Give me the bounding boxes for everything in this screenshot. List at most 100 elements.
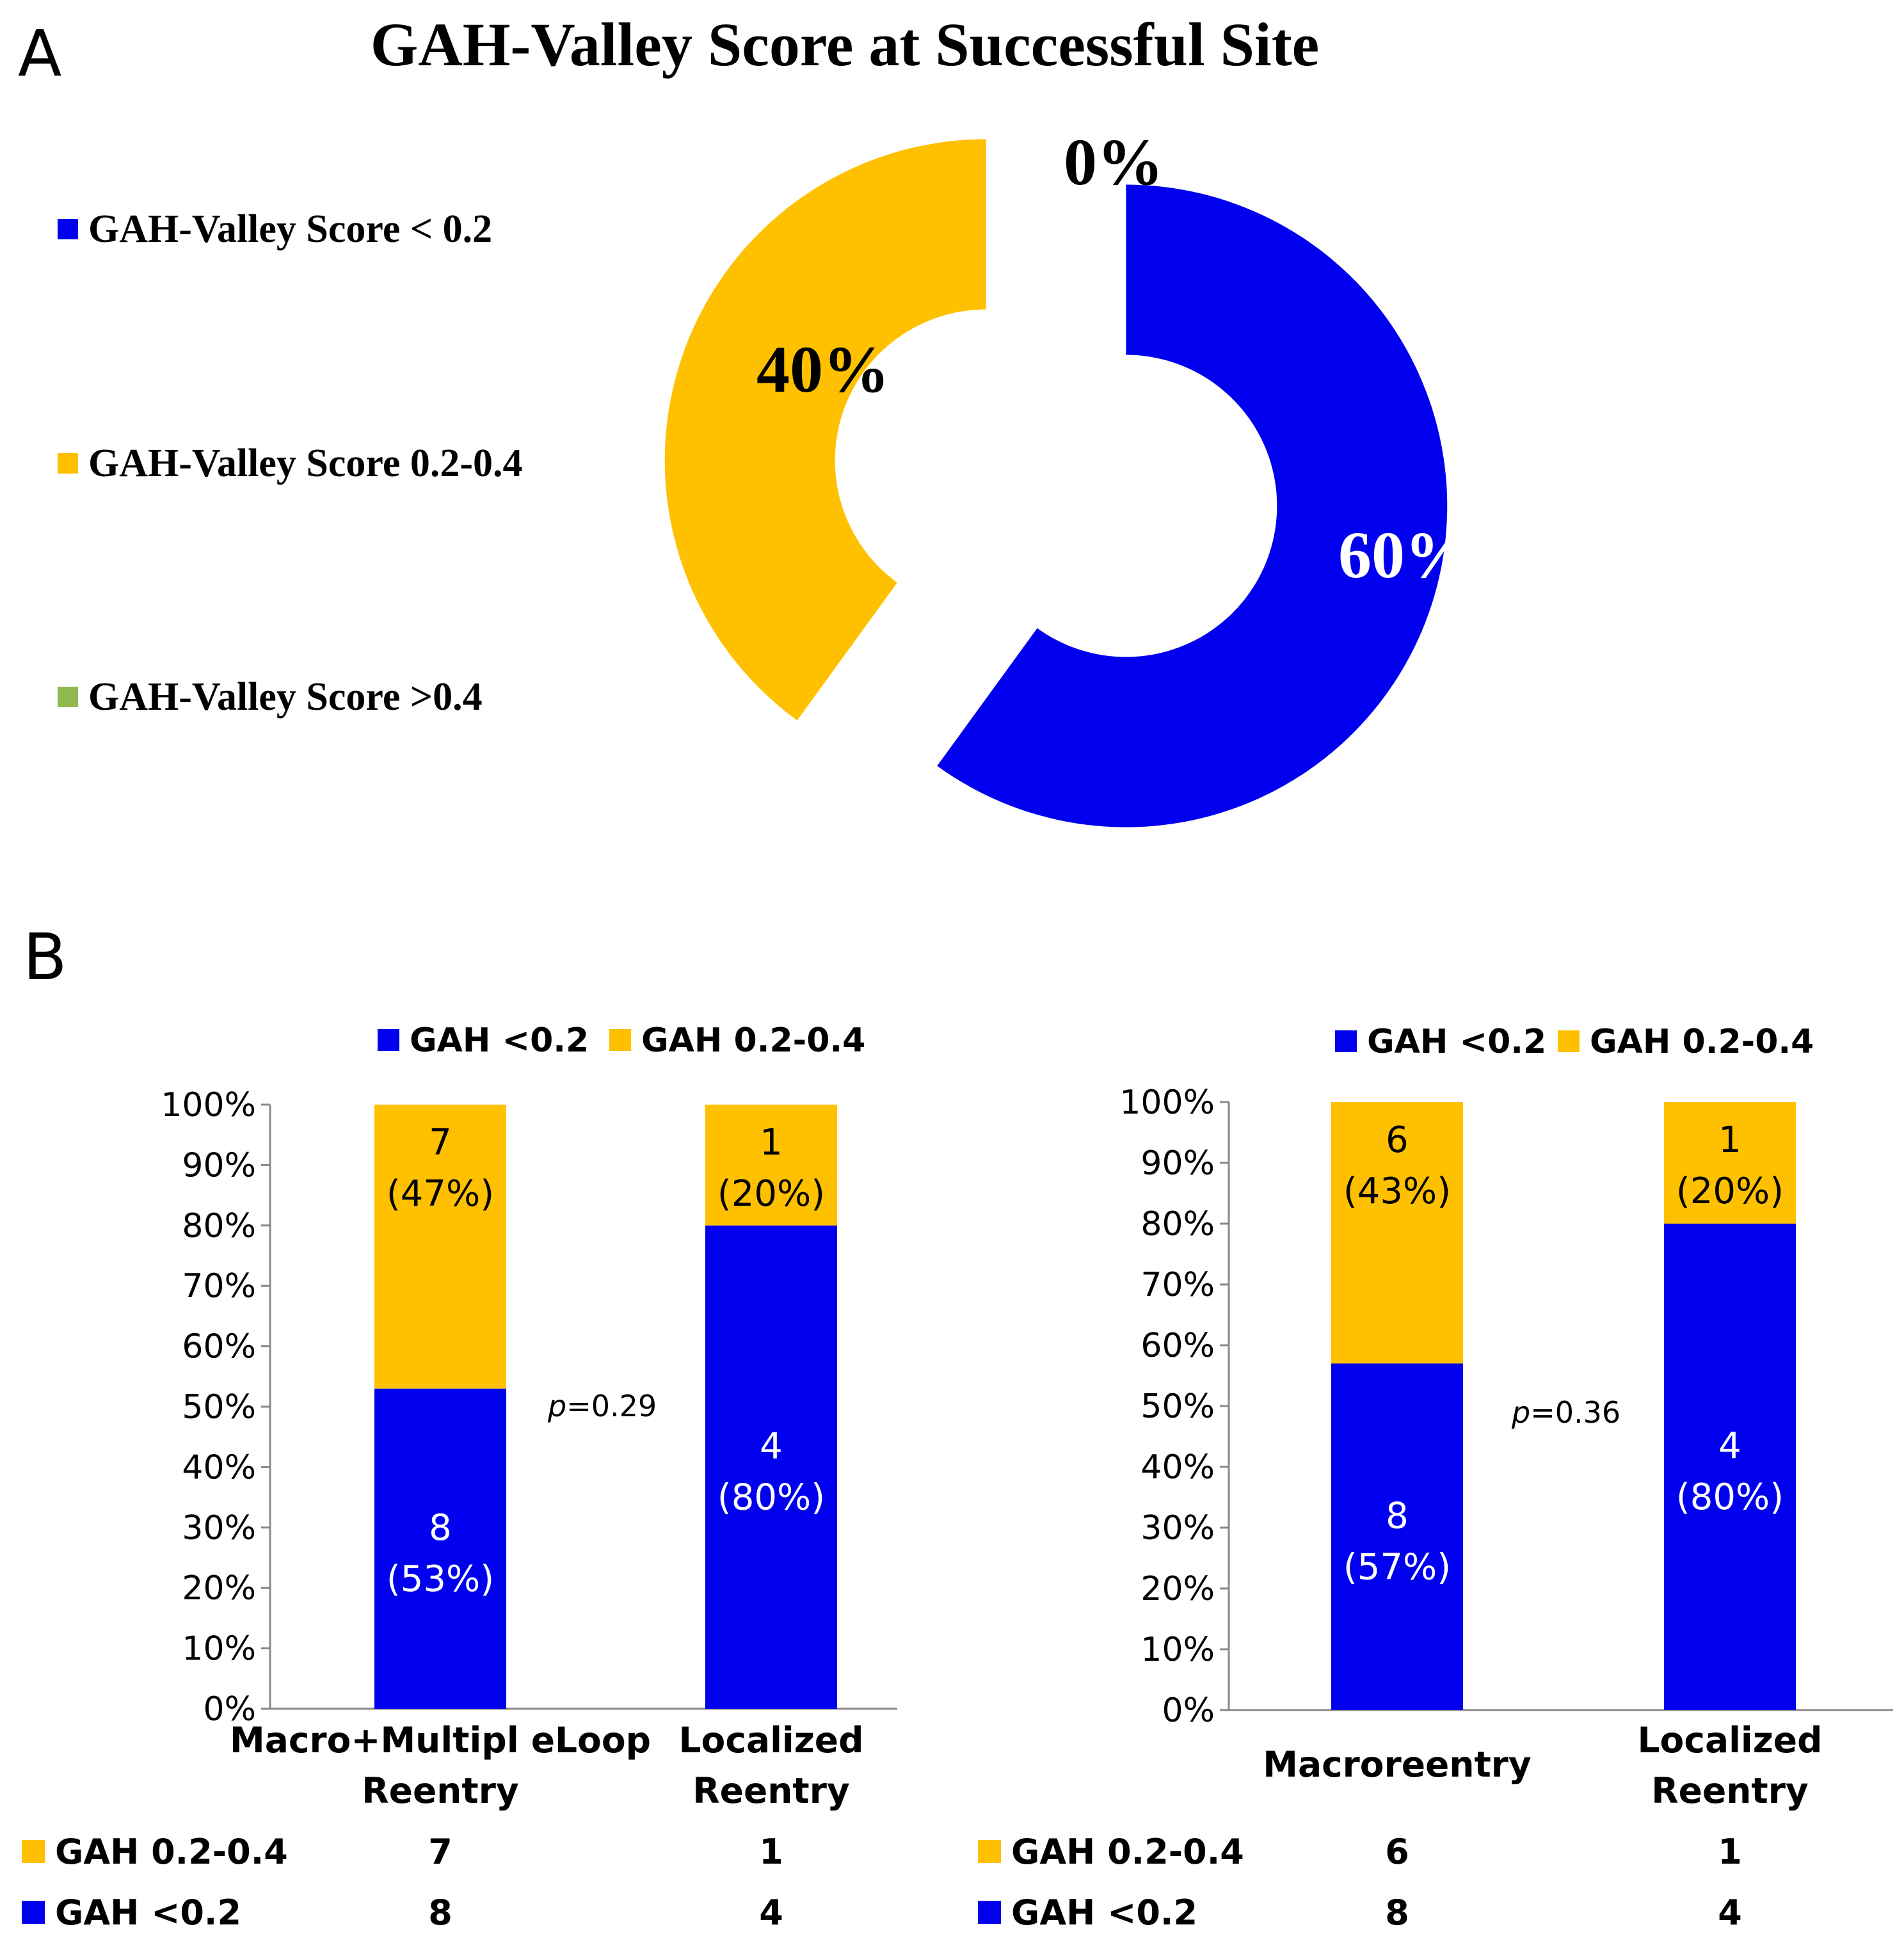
table-swatch-low: [978, 1901, 1001, 1924]
bar-segment-gah-mid: [705, 1105, 837, 1226]
bar-chart-right: GAH <0.2 GAH 0.2-0.4 0%10%20%30%40%50%60…: [978, 1023, 1893, 1933]
bar-label-low-percent: (53%): [387, 1558, 494, 1600]
bar-segment-gah-low: [1664, 1224, 1796, 1710]
panel-letter-a: A: [18, 16, 61, 91]
category-label-right-0: Macroreentry: [1263, 1744, 1532, 1785]
table-cell: 6: [1385, 1832, 1409, 1872]
bars-right: 8 (57%) 6 (43%) 4 (80%) 1 (20%): [1331, 1102, 1796, 1710]
donut-legend-item-high: GAH-Valley Score >0.4: [58, 675, 483, 719]
bar-label-low-percent: (80%): [1676, 1476, 1784, 1518]
y-tick-group: 0% 10% 20% 30% 40% 50% 60% 70% 80% 90% 100%: [1119, 1083, 1229, 1730]
y-tick-label: 80%: [182, 1207, 256, 1245]
bar-label-low-count: 4: [760, 1425, 783, 1467]
pvalue-annotation-right: p=0.36: [1511, 1395, 1620, 1430]
table-row-label: GAH 0.2-0.4: [1011, 1832, 1244, 1872]
panel-b: B GAH <0.2 GAH 0.2-0.4 0%10%20%30%40%50%…: [22, 920, 1893, 1933]
x-categories-left: Macro+Multipl eLoop Reentry Localized Reen…: [230, 1720, 863, 1811]
pvalue-symbol: p: [1511, 1395, 1530, 1430]
table-cell: 4: [1718, 1892, 1742, 1933]
y-tick-label: 0%: [1162, 1691, 1215, 1730]
y-tick-label: 70%: [1140, 1266, 1215, 1304]
y-tick-label: 100%: [161, 1086, 256, 1124]
category-label-left-1: Localized Reentry: [679, 1720, 864, 1811]
bar-label-high-count: 1: [760, 1122, 783, 1163]
table-row-label: GAH <0.2: [55, 1892, 241, 1933]
y-tick-label: 50%: [1140, 1387, 1215, 1426]
table-swatch-mid: [978, 1840, 1001, 1863]
bar-chart-left: GAH <0.2 GAH 0.2-0.4 0% 10% 20% 30% 40% 50% 60…: [22, 1021, 897, 1933]
y-tick-label: 100%: [1119, 1083, 1215, 1122]
bar-legend-label-low: GAH <0.2: [1367, 1023, 1546, 1061]
y-tick-label: 20%: [182, 1569, 256, 1608]
table-cell: 4: [759, 1892, 783, 1933]
donut-slice-low: [937, 184, 1448, 828]
legend-label-high: GAH-Valley Score >0.4: [88, 675, 483, 719]
pvalue-right: p=0.36: [1511, 1395, 1620, 1430]
y-tick-group: 0% 10% 20% 30% 40% 50% 60% 70% 80% 90% 100%: [161, 1086, 270, 1729]
bar-segment-gah-mid: [1664, 1102, 1796, 1224]
bar-legend-left: GAH <0.2 GAH 0.2-0.4: [378, 1021, 865, 1060]
category-line: Reentry: [692, 1770, 849, 1811]
y-tick-label: 60%: [182, 1328, 256, 1366]
bar-label-high-count: 1: [1718, 1119, 1741, 1161]
donut-label-low: 60%: [1338, 518, 1471, 592]
pvalue-value: =0.29: [566, 1389, 657, 1423]
y-tick-label: 0%: [204, 1690, 257, 1729]
y-axis-left: 0% 10% 20% 30% 40% 50% 60% 70% 80% 90% 100%: [161, 1086, 271, 1729]
category-label-right-1: Localized Reentry: [1638, 1720, 1823, 1811]
y-tick-label: 30%: [182, 1509, 256, 1547]
y-axis-right: 0% 10% 20% 30% 40% 50% 60% 70% 80% 90% 100%: [1119, 1083, 1230, 1730]
bar-label-high-percent: (20%): [1676, 1171, 1784, 1212]
table-row-label: GAH <0.2: [1011, 1892, 1197, 1933]
legend-label-low: GAH-Valley Score < 0.2: [88, 207, 492, 251]
pvalue-annotation-left: p=0.29: [547, 1389, 657, 1423]
donut-chart: 60% 40% 0%: [664, 125, 1471, 828]
category-line: Localized: [1638, 1720, 1823, 1761]
y-tick-label: 40%: [182, 1448, 256, 1487]
y-tick-label: 90%: [1140, 1144, 1215, 1183]
legend-label-mid: GAH-Valley Score 0.2-0.4: [88, 442, 523, 485]
category-label-left-0: Macro+Multipl eLoop Reentry: [230, 1720, 651, 1811]
category-line: Macro+Multipl eLoop: [230, 1720, 651, 1761]
x-categories-right: Macroreentry Localized Reentry: [1263, 1720, 1822, 1811]
legend-swatch-mid: [58, 453, 78, 474]
y-tick-label: 20%: [1140, 1570, 1215, 1608]
bar-label-high-percent: (47%): [387, 1173, 494, 1215]
bar-legend-label-mid: GAH 0.2-0.4: [641, 1021, 865, 1060]
y-tick-label: 10%: [182, 1630, 256, 1668]
bar-legend-swatch-mid: [609, 1029, 631, 1051]
y-tick-label: 50%: [182, 1388, 256, 1427]
category-line: Reentry: [362, 1770, 518, 1811]
donut-slice-mid: [664, 139, 986, 721]
data-table-left: GAH 0.2-0.4 7 1 GAH <0.2 8 4: [22, 1832, 783, 1933]
legend-swatch-low: [58, 219, 78, 239]
table-cell: 1: [759, 1832, 783, 1872]
pvalue-symbol: p: [547, 1389, 566, 1423]
bar-label-low-percent: (80%): [717, 1476, 825, 1518]
bar-legend-label-low: GAH <0.2: [410, 1021, 589, 1060]
bars-left: 8 (53%) 7 (47%) 4 (80%) 1 (20%): [374, 1105, 837, 1709]
bar-label-high-percent: (43%): [1343, 1171, 1451, 1212]
donut-label-mid: 40%: [756, 333, 890, 406]
bar-legend-right: GAH <0.2 GAH 0.2-0.4: [1335, 1023, 1814, 1061]
table-row-label: GAH 0.2-0.4: [55, 1832, 288, 1872]
bar-label-low-count: 4: [1718, 1425, 1741, 1467]
bar-segment-gah-low: [374, 1388, 506, 1709]
pvalue-left: p=0.29: [547, 1389, 657, 1423]
table-swatch-mid: [22, 1840, 45, 1863]
donut-chart-title: GAH-Valley Score at Successful Site: [371, 10, 1320, 79]
donut-legend-item-mid: GAH-Valley Score 0.2-0.4: [58, 442, 523, 485]
bar-label-low-count: 8: [429, 1507, 452, 1549]
panel-a: A GAH-Valley Score at Successful Site GA…: [18, 10, 1471, 828]
bar-segment-gah-mid: [374, 1105, 506, 1389]
bar-legend-swatch-mid: [1558, 1030, 1580, 1052]
table-cell: 1: [1718, 1832, 1742, 1872]
bar-legend-label-mid: GAH 0.2-0.4: [1590, 1023, 1814, 1061]
bar-label-high-count: 7: [429, 1122, 452, 1163]
bar-label-high-count: 6: [1386, 1119, 1409, 1161]
table-swatch-low: [22, 1901, 45, 1924]
donut-legend-item-low: GAH-Valley Score < 0.2: [58, 207, 492, 251]
bar-segment-gah-mid: [1331, 1102, 1463, 1364]
donut-legend: GAH-Valley Score < 0.2 GAH-Valley Score …: [58, 207, 523, 719]
